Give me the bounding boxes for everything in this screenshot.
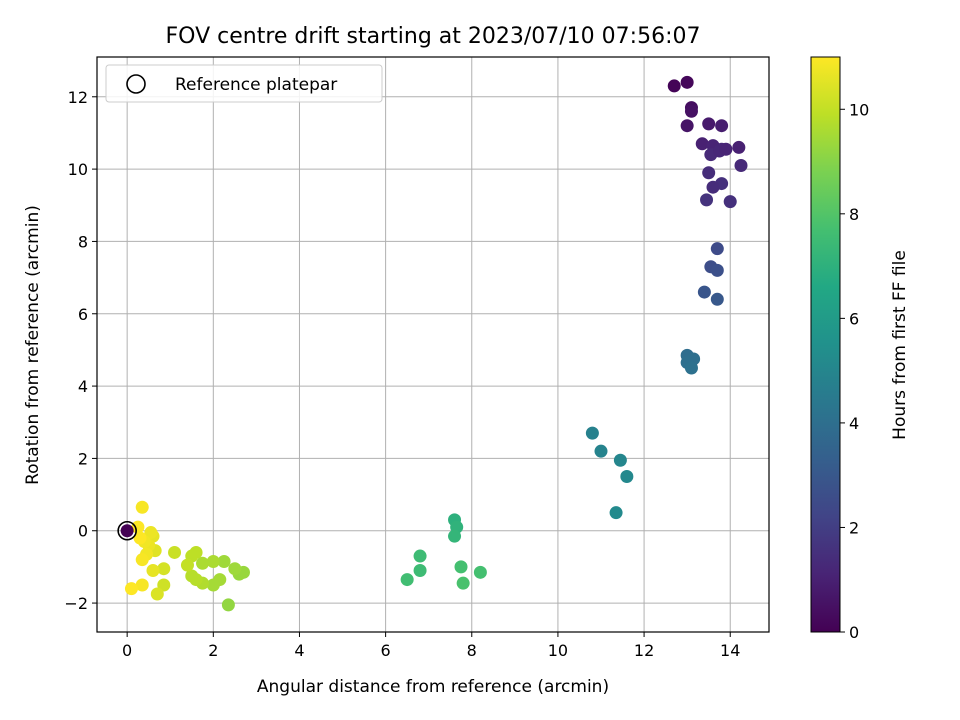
- y-tick-label: −2: [64, 594, 88, 613]
- scatter-point: [228, 562, 242, 576]
- scatter-point: [473, 565, 487, 579]
- scatter-point: [702, 166, 716, 180]
- x-tick-label: 10: [548, 641, 568, 660]
- scatter-point: [400, 573, 414, 587]
- plot-area: 0 2 4 6 8 10 12 14 −2 0 2 4 6 8 10 12: [64, 56, 770, 660]
- colorbar-label: Hours from first FF file: [890, 250, 910, 440]
- scatter-point: [221, 598, 235, 612]
- y-tick-label: 12: [68, 88, 88, 107]
- y-tick-label: 8: [78, 232, 88, 251]
- scatter-point: [413, 549, 427, 563]
- scatter-point: [594, 444, 608, 458]
- scatter-point: [609, 506, 623, 520]
- scatter-point: [684, 104, 698, 118]
- colorbar-tick-label: 8: [849, 205, 859, 224]
- colorbar-tick-label: 4: [849, 414, 859, 433]
- x-tick-label: 2: [208, 641, 218, 660]
- scatter-point: [695, 137, 709, 151]
- scatter-point: [680, 75, 694, 89]
- y-tick-label: 2: [78, 449, 88, 468]
- scatter-point: [667, 79, 681, 93]
- x-tick-label: 4: [294, 641, 304, 660]
- plot-frame: [96, 56, 770, 633]
- scatter-point: [196, 556, 210, 570]
- scatter-point: [206, 578, 220, 592]
- colorbar-tick-label: 0: [849, 623, 859, 642]
- legend-label-reference: Reference platepar: [175, 75, 337, 95]
- x-tick-label: 8: [467, 641, 477, 660]
- scatter-point: [135, 500, 149, 514]
- scatter-point: [710, 242, 724, 256]
- colorbar-tick-label: 10: [849, 100, 869, 119]
- scatter-point: [150, 587, 164, 601]
- scatter-point: [710, 292, 724, 306]
- x-axis-label: Angular distance from reference (arcmin): [257, 677, 609, 697]
- scatter-point: [124, 582, 138, 596]
- scatter-point: [734, 158, 748, 172]
- scatter-point: [217, 554, 231, 568]
- scatter-point: [133, 531, 147, 545]
- colorbar-tick-label: 2: [849, 518, 859, 537]
- grid-lines: [97, 57, 769, 632]
- colorbar-ticks: 0 2 4 6 8 10: [840, 100, 869, 642]
- x-tick-label: 14: [720, 641, 740, 660]
- y-axis-ticks: −2 0 2 4 6 8 10 12: [64, 88, 97, 613]
- scatter-point: [180, 558, 194, 572]
- scatter-point: [157, 578, 171, 592]
- scatter-point: [206, 554, 220, 568]
- scatter-point: [697, 285, 711, 299]
- x-tick-label: 12: [634, 641, 654, 660]
- scatter-point: [585, 426, 599, 440]
- scatter-point: [448, 529, 462, 543]
- scatter-point: [185, 569, 199, 583]
- scatter-point: [146, 564, 160, 578]
- scatter-point: [613, 453, 627, 467]
- scatter-point: [620, 469, 634, 483]
- scatter-point: [732, 140, 746, 154]
- legend-marker-reference: [126, 74, 146, 94]
- scatter-point: [456, 576, 470, 590]
- y-tick-label: 4: [78, 377, 88, 396]
- scatter-points: [117, 75, 748, 612]
- scatter-point: [702, 117, 716, 131]
- scatter-point: [168, 545, 182, 559]
- y-tick-label: 10: [68, 160, 88, 179]
- scatter-point: [684, 361, 698, 375]
- y-tick-label: 0: [78, 522, 88, 541]
- chart-title: FOV centre drift starting at 2023/07/10 …: [166, 24, 701, 49]
- colorbar-gradient: [810, 56, 841, 633]
- scatter-point: [715, 119, 729, 133]
- x-tick-label: 0: [122, 641, 132, 660]
- scatter-point: [120, 524, 134, 538]
- scatter-point: [719, 142, 733, 156]
- legend-box: [105, 64, 383, 103]
- x-axis-ticks: 0 2 4 6 8 10 12 14: [122, 632, 740, 660]
- scatter-point: [157, 562, 171, 576]
- x-tick-label: 6: [381, 641, 391, 660]
- y-tick-label: 6: [78, 305, 88, 324]
- legend: Reference platepar: [105, 64, 383, 103]
- scatter-point: [723, 195, 737, 209]
- scatter-point: [413, 564, 427, 578]
- scatter-point: [680, 119, 694, 133]
- y-axis-label: Rotation from reference (arcmin): [23, 205, 43, 485]
- colorbar: 0 2 4 6 8 10 Hours from first FF file: [810, 56, 910, 642]
- scatter-point: [706, 180, 720, 194]
- scatter-point: [135, 578, 149, 592]
- scatter-point: [454, 560, 468, 574]
- scatter-point: [710, 263, 724, 277]
- reference-platepar-marker: [117, 520, 137, 541]
- colorbar-tick-label: 6: [849, 309, 859, 328]
- scatter-point: [131, 520, 145, 534]
- scatter-point: [135, 553, 149, 567]
- scatter-point: [144, 526, 158, 540]
- scatter-point: [700, 193, 714, 207]
